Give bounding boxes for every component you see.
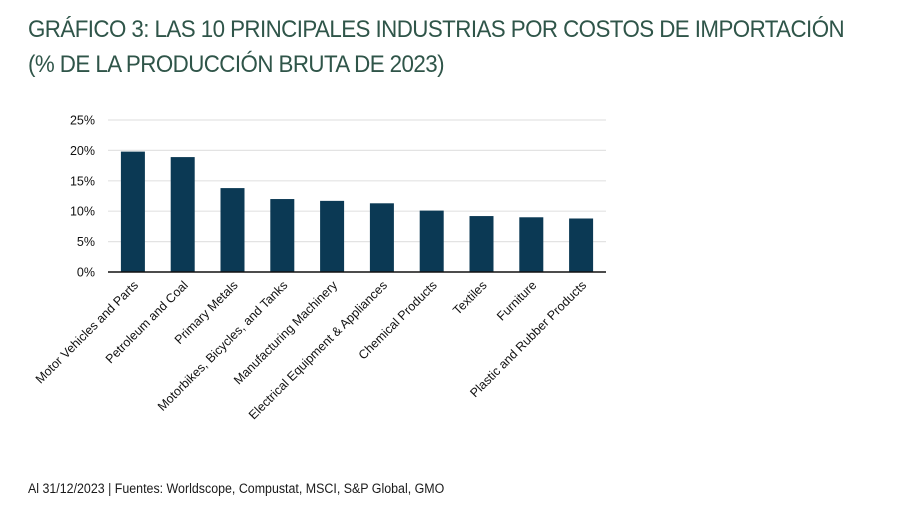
y-tick-label: 25% [70,114,95,128]
y-tick-label: 10% [70,205,95,219]
bar [120,151,145,272]
y-tick-label: 20% [70,144,95,158]
bar [170,157,195,272]
bar [519,217,544,272]
bar [369,203,394,272]
y-tick-label: 15% [70,174,95,188]
y-tick-label: 5% [77,235,95,249]
bar [419,210,444,272]
bar [320,200,345,272]
bar [270,199,295,272]
x-category-label: Manufacturing Machinery [231,278,341,388]
chart-title: GRÁFICO 3: LAS 10 PRINCIPALES INDUSTRIAS… [28,16,845,78]
bars [120,151,594,272]
x-category-label: Furniture [494,278,539,323]
bar [569,218,594,272]
bar-chart: 0% 5% 10% 15% 20% 25% Motor Vehicles and Part… [33,114,606,423]
y-axis-ticks: 0% 5% 10% 15% 20% 25% [70,114,95,280]
source-note: Al 31/12/2023 | Fuentes: Worldscope, Com… [28,481,445,496]
x-category-label: Textiles [450,278,489,317]
bar [469,216,494,272]
bar [220,188,245,272]
x-category-label: Motor Vehicles and Parts [33,278,141,386]
y-tick-label: 0% [77,266,95,280]
x-category-label: Petroleum and Coal [103,278,191,366]
